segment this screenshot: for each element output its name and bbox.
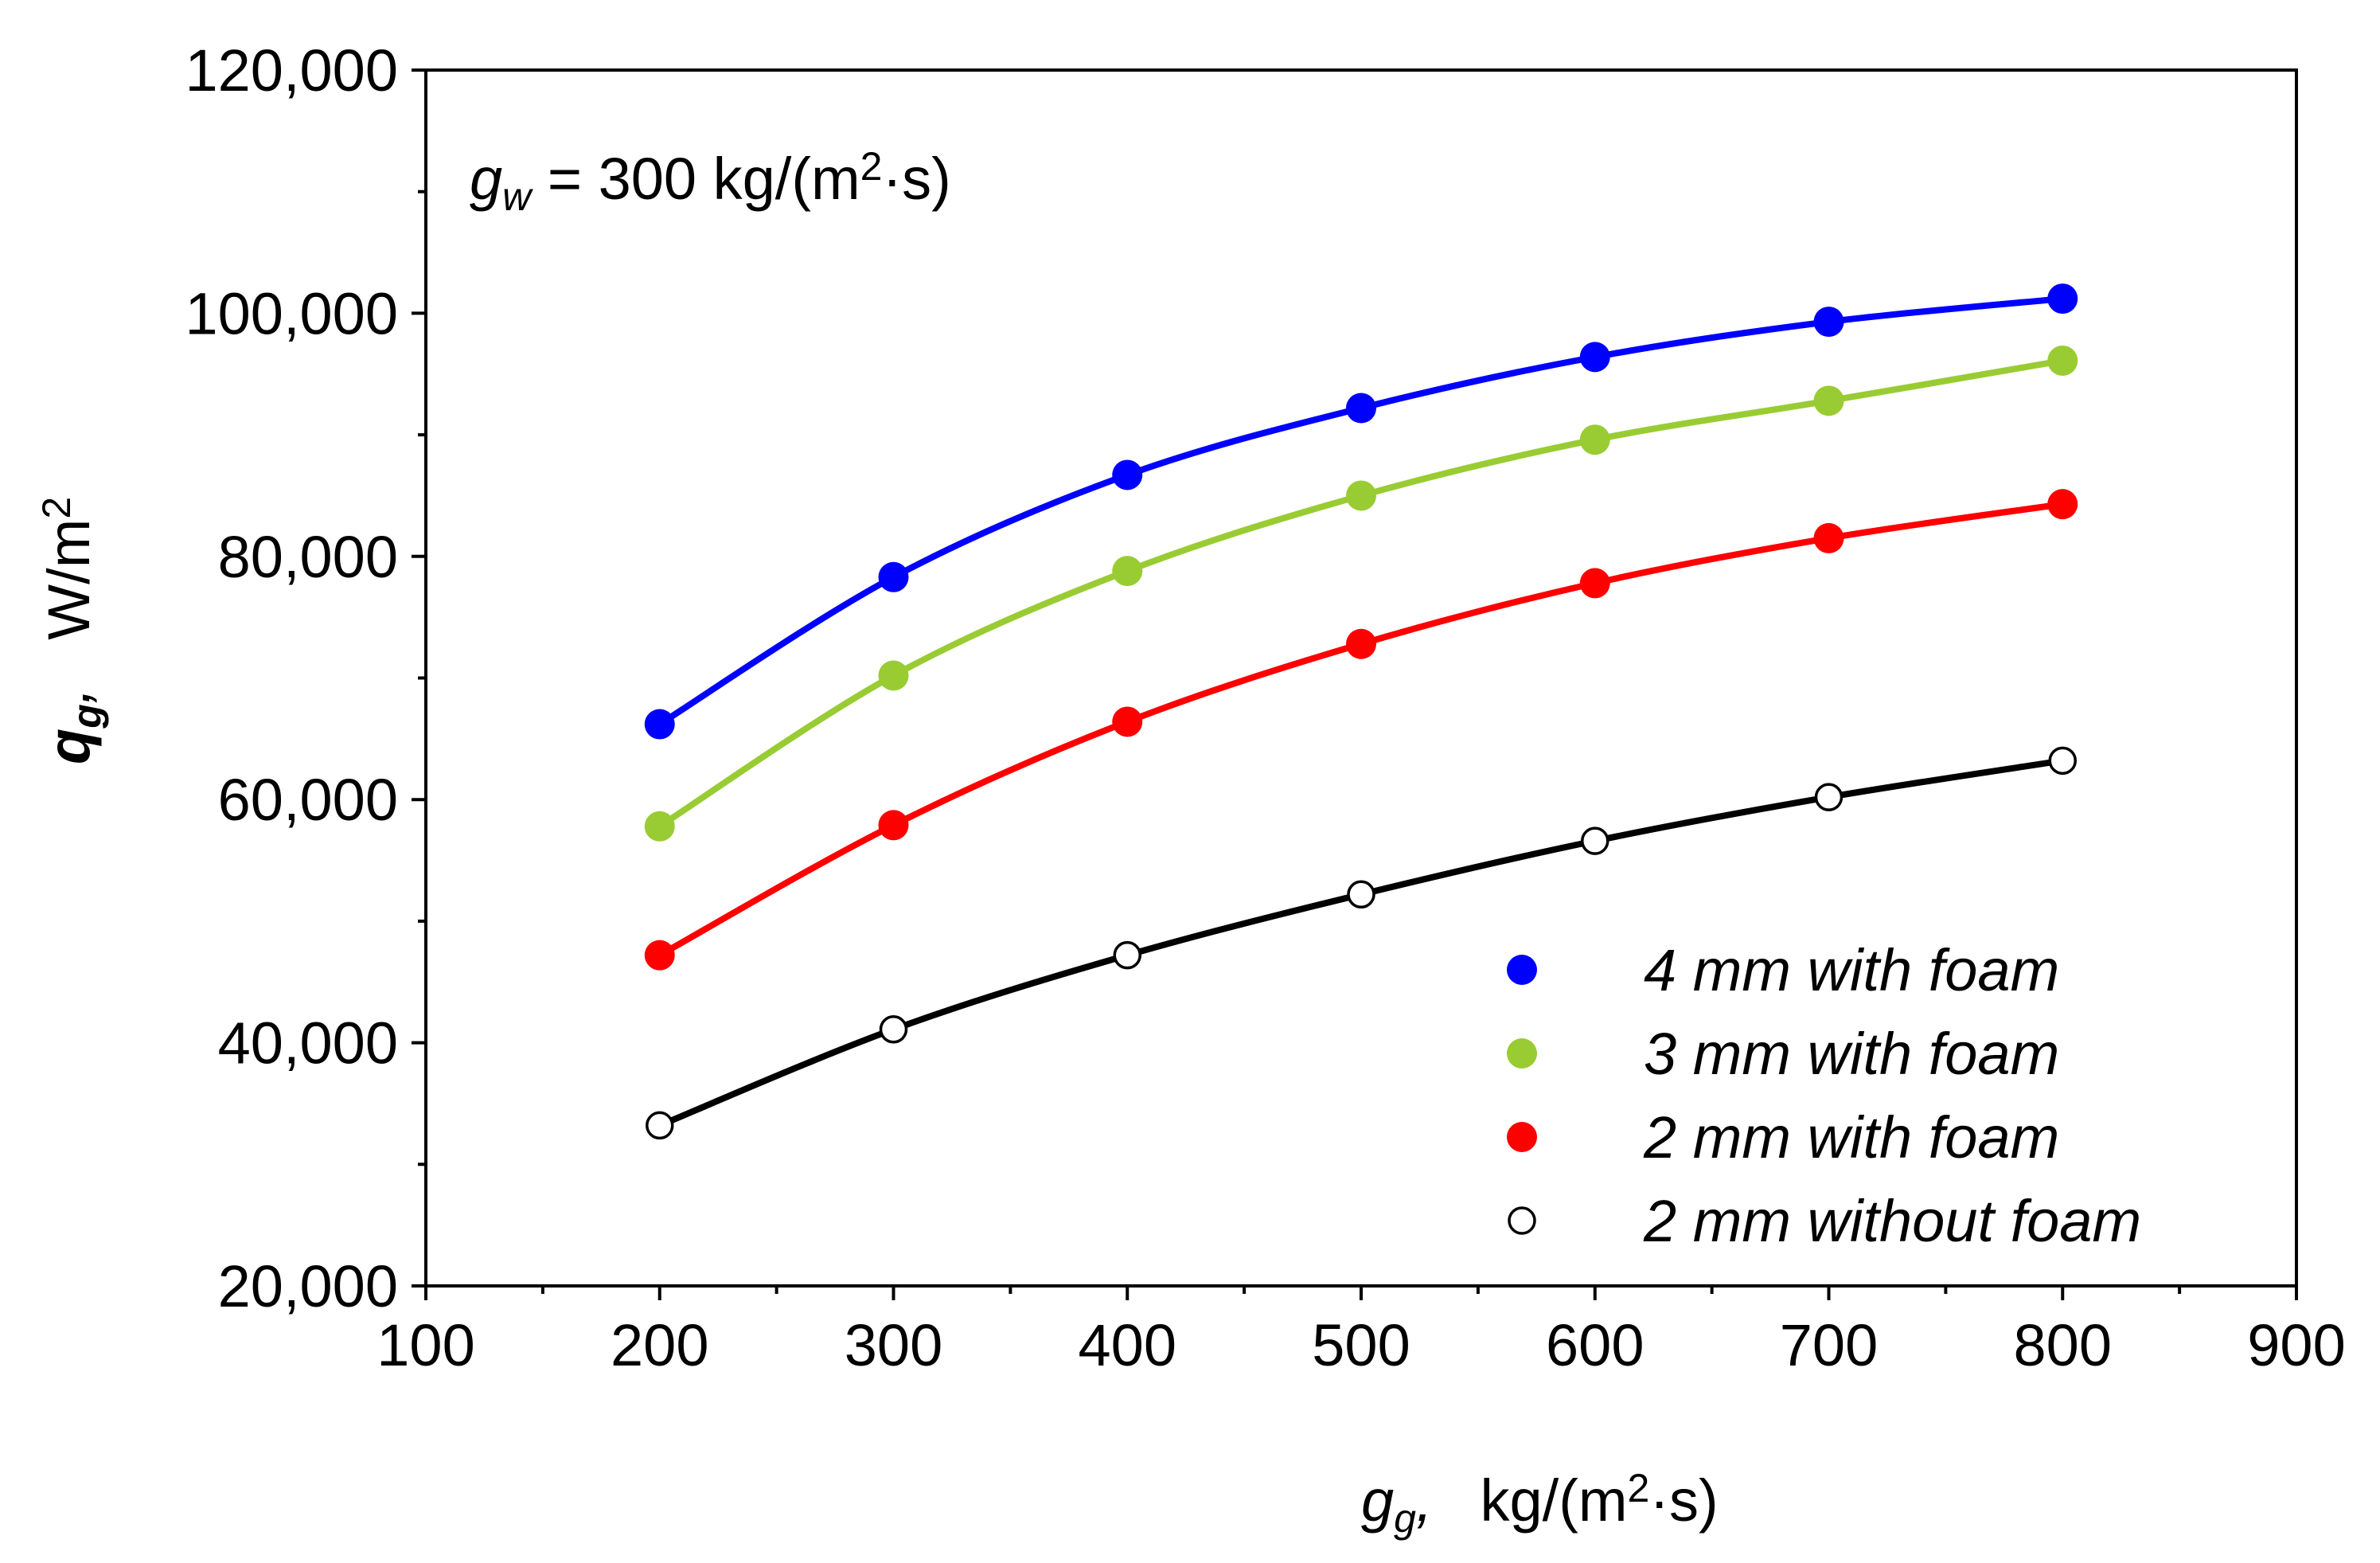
legend-marker xyxy=(1507,1122,1537,1152)
y-tick-label: 60,000 xyxy=(218,767,398,833)
x-tick-label: 400 xyxy=(1079,1312,1176,1378)
series-layer xyxy=(644,283,2078,1140)
data-point xyxy=(2048,746,2077,776)
annotation-var-sub: w xyxy=(502,174,533,219)
legend-label: 2 mm without foam xyxy=(1643,1188,2141,1254)
data-point xyxy=(2047,283,2078,315)
annotation-sup: 2 xyxy=(860,144,883,189)
legend-marker xyxy=(1507,955,1537,985)
data-point xyxy=(1346,628,1376,659)
y-axis-title: qg, W/m2 xyxy=(34,497,109,764)
data-point xyxy=(2047,489,2078,520)
data-point xyxy=(878,810,909,841)
series-3 xyxy=(646,746,2077,1140)
data-point xyxy=(878,561,909,592)
legend-label: 4 mm with foam xyxy=(1644,937,2059,1003)
x-axis-title: gg, kg/(m2·s) xyxy=(1361,1466,1719,1541)
data-point xyxy=(1579,568,1610,599)
data-point xyxy=(1579,424,1610,455)
legend-marker xyxy=(1507,1038,1537,1069)
data-point xyxy=(1347,880,1375,909)
y-axis-comma: , xyxy=(36,688,102,705)
legend-marker xyxy=(1508,1206,1536,1235)
axes: 100 200 300 400 500 600 700 800 900 20,000 40,000 6… xyxy=(185,37,2346,1378)
data-point xyxy=(1813,385,1844,416)
data-point xyxy=(1813,522,1844,553)
data-point xyxy=(878,660,909,691)
annotation-var: g xyxy=(470,146,502,212)
x-tick-label: 900 xyxy=(2247,1312,2345,1378)
y-tick-label: 20,000 xyxy=(218,1253,398,1319)
data-point xyxy=(1113,940,1141,970)
x-axis-unit: kg/(m xyxy=(1481,1467,1628,1534)
y-axis-unit: W/m xyxy=(36,519,102,640)
data-point xyxy=(644,709,675,740)
y-tick-label: 80,000 xyxy=(218,524,398,590)
y-tick-label: 40,000 xyxy=(218,1010,398,1077)
data-point xyxy=(1346,393,1376,424)
x-tick-label: 600 xyxy=(1546,1312,1644,1378)
x-tick-label: 300 xyxy=(845,1312,942,1378)
data-point xyxy=(1579,342,1610,373)
data-point xyxy=(1112,706,1143,737)
y-axis-var-sub: g xyxy=(64,704,109,729)
data-point xyxy=(1813,307,1844,338)
data-point xyxy=(1581,826,1609,855)
data-point xyxy=(644,940,675,971)
x-tick-label: 700 xyxy=(1780,1312,1878,1378)
series-line xyxy=(656,295,2066,728)
y-tick-label: 120,000 xyxy=(185,37,399,104)
annotation-tail: ·s) xyxy=(882,146,950,212)
series-1 xyxy=(644,345,2078,842)
series-2 xyxy=(644,489,2078,971)
data-point xyxy=(879,1015,908,1044)
x-tick-label: 100 xyxy=(377,1312,474,1378)
legend-label: 3 mm with foam xyxy=(1644,1021,2059,1087)
y-tick-label: 100,000 xyxy=(185,280,399,346)
legend-label: 2 mm with foam xyxy=(1643,1104,2059,1170)
series-0 xyxy=(644,283,2078,740)
x-axis-var: g xyxy=(1361,1467,1394,1534)
data-point xyxy=(644,811,675,842)
data-point xyxy=(2047,345,2078,376)
data-point xyxy=(1814,783,1844,811)
data-point xyxy=(1346,480,1376,511)
legend: 4 mm with foam 3 mm with foam 2 mm with fo… xyxy=(1507,937,2141,1254)
x-axis-var-sub: g xyxy=(1394,1496,1416,1541)
x-axis-comma: , xyxy=(1416,1467,1433,1534)
data-point xyxy=(1112,459,1143,490)
x-axis-tail: ·s) xyxy=(1649,1467,1718,1534)
annotation-eq: = 300 kg/(m xyxy=(531,146,860,212)
annotation-label: gw = 300 kg/(m2·s) xyxy=(470,144,951,219)
y-axis-var: q xyxy=(36,729,102,764)
x-tick-label: 800 xyxy=(2014,1312,2112,1378)
x-tick-label: 200 xyxy=(611,1312,708,1378)
x-tick-label: 500 xyxy=(1312,1312,1410,1378)
data-point xyxy=(1112,556,1143,587)
x-axis-sup: 2 xyxy=(1628,1466,1650,1510)
y-axis-sup: 2 xyxy=(34,497,79,519)
data-point xyxy=(646,1111,674,1140)
